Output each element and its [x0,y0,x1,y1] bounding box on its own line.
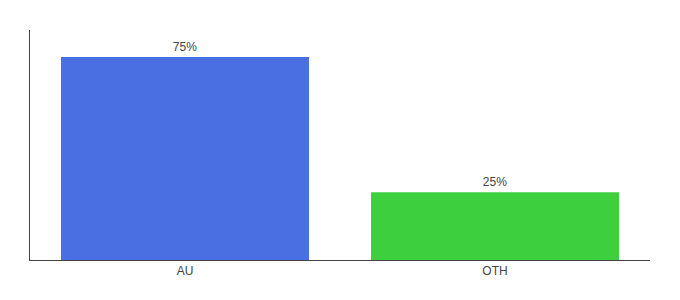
svg-text:AU: AU [177,264,194,278]
svg-text:25%: 25% [483,175,507,189]
svg-text:OTH: OTH [482,264,507,278]
svg-text:75%: 75% [173,40,197,54]
